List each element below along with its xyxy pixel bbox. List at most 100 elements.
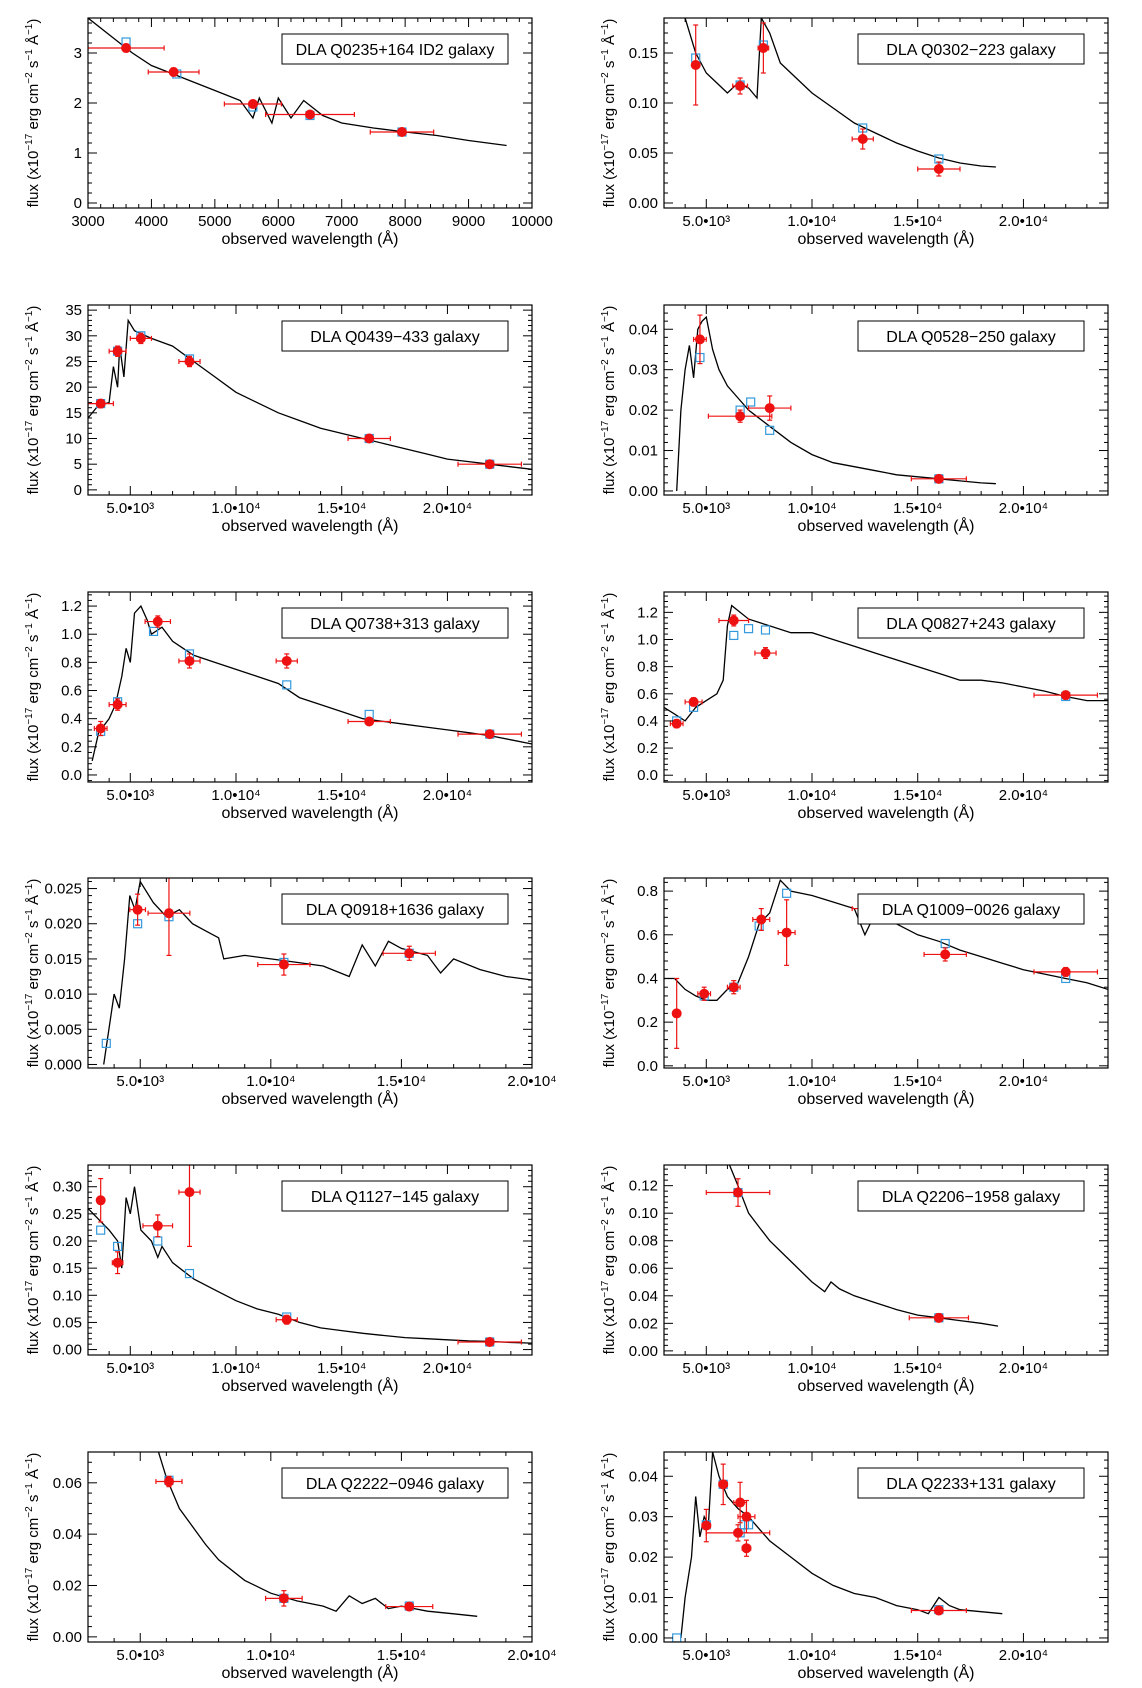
y-axis-label-part: flux (x10 [601,1011,618,1068]
y-axis-label-part: erg cm [25,1518,42,1568]
x-tick-label: 1.0•10⁴ [211,500,260,517]
y-tick-label: 0.2 [61,739,82,756]
chart-title: DLA Q0528−250 galaxy [886,329,1055,346]
y-tick-label: 0.6 [637,927,658,944]
x-tick-label: 5.0•10³ [682,1360,730,1377]
observed-point [1060,966,1071,977]
y-axis-label-superscript: −1 [600,597,611,609]
y-axis-label-superscript: −1 [600,1483,611,1495]
y-tick-label: 0.02 [629,1315,658,1332]
y-axis-label-part: ) [601,593,618,598]
observed-point [404,948,415,959]
y-axis-label-part: s [601,635,618,647]
x-tick-label: 5.0•10³ [116,1073,164,1090]
y-tick-label: 3 [74,45,82,62]
y-tick-label: 0.4 [637,713,658,730]
observed-point [857,134,868,144]
y-axis-label-superscript: −1 [24,49,35,61]
observed-point [364,716,375,727]
y-tick-label: 0.010 [44,986,82,1003]
x-tick-label: 1.0•10⁴ [246,1073,295,1090]
y-tick-label: 0.15 [629,45,658,62]
y-tick-label: 1.2 [637,604,658,621]
observed-point [688,696,699,707]
x-axis-label: observed wavelength (Å) [798,229,975,248]
y-tick-label: 0 [74,482,82,499]
model-point [148,626,159,637]
y-tick-label: 0 [74,195,82,212]
chart-panel: 3000 4000 5000 6000 7000 8000 9000 10000 0 1 2 3 obs… [24,17,553,248]
title-box [857,1467,1085,1499]
observed-point [671,718,682,729]
chart-panel: 5.0•10³ 1.0•10⁴ 1.5•10⁴ 2.0•10⁴ 0.00 0.01 0.02… [600,304,1109,535]
x-tick-label: 5.0•10³ [682,787,730,804]
y-axis-label-part: Å [25,895,42,909]
x-tick-label: 2.0•10⁴ [999,213,1048,230]
y-axis-label-part: ) [25,306,42,311]
chart-title: DLA Q2206−1958 galaxy [882,1189,1060,1206]
y-axis-label-superscript: −1 [24,23,35,35]
plot-frame [663,304,1109,496]
x-tick-label: 1.0•10⁴ [246,1647,295,1664]
y-tick-label: 0.025 [44,881,82,898]
model-sed-line [676,315,996,492]
y-axis-label-part: ) [601,1166,618,1171]
observed-point [112,346,123,357]
model-sed-line [88,318,532,470]
observed-point [112,699,123,710]
plot-frame [87,304,533,496]
title-box [857,1180,1085,1212]
y-axis-label-superscript: −1 [24,1196,35,1208]
y-axis-label-superscript: −1 [600,1457,611,1469]
chart-panel: 5.0•10³ 1.0•10⁴ 1.5•10⁴ 2.0•10⁴ 0.00 0.02 0.04… [600,1164,1109,1395]
y-tick-label: 0.00 [53,1342,82,1359]
x-axis-label: observed wavelength (Å) [222,229,399,248]
y-tick-label: 0.01 [629,443,658,460]
y-axis-label-superscript: −17 [600,1567,611,1584]
y-tick-label: 0.02 [53,1578,82,1595]
model-point [184,1268,195,1279]
chart-panel: 5.0•10³ 1.0•10⁴ 1.5•10⁴ 2.0•10⁴ 0 5 10 15 20 25 30… [24,302,533,535]
y-axis-label-superscript: −2 [24,72,35,84]
y-axis-label-superscript: −17 [24,707,35,724]
y-tick-label: 0.8 [61,654,82,671]
y-axis-label-part: Å [601,322,618,336]
model-sed-line [88,18,507,147]
x-tick-label: 2.0•10⁴ [999,787,1048,804]
y-axis-label-part: erg cm [25,371,42,421]
y-axis-label-part: flux (x10 [601,151,618,208]
model-point [765,425,775,435]
y-tick-label: 0.00 [629,483,658,500]
observed-point [112,1257,123,1268]
y-axis-label: flux (x10−17 erg cm−2 s−1 Å−1) [600,19,618,208]
observed-point [278,959,289,970]
y-tick-label: 0.015 [44,951,82,968]
x-axis-label: observed wavelength (Å) [798,1376,975,1395]
y-tick-label: 30 [65,328,82,345]
model-point [746,397,756,407]
plot-frame [663,877,1109,1069]
y-tick-label: 0.10 [629,1205,658,1222]
observed-point [933,1312,944,1323]
chart-title: DLA Q0235+164 ID2 galaxy [296,42,495,59]
observed-point [364,433,375,444]
y-axis-label: flux (x10−17 erg cm−2 s−1 Å−1) [24,1166,42,1355]
observed-point [484,729,495,740]
observed-point [758,43,769,53]
title-box [281,320,509,352]
chart-title: DLA Q2222−0946 galaxy [306,1476,484,1493]
y-axis-label-part: Å [601,1182,618,1196]
y-tick-label: 0.04 [53,1526,82,1543]
chart-title: DLA Q1009−0026 galaxy [882,902,1060,919]
x-axis-label: observed wavelength (Å) [798,1663,975,1682]
model-sed-line [680,1452,1003,1639]
y-tick-label: 0.03 [629,362,658,379]
x-tick-label: 5.0•10³ [106,1360,154,1377]
x-tick-label: 1.5•10⁴ [377,1647,426,1664]
y-tick-label: 0.08 [629,1233,658,1250]
chart-title: DLA Q0738+313 galaxy [310,616,479,633]
chart-panel: 5.0•10³ 1.0•10⁴ 1.5•10⁴ 2.0•10⁴ 0.00 0.02 0.04… [24,1451,557,1682]
y-axis-label-superscript: −1 [24,1457,35,1469]
chart-title: DLA Q0439−433 galaxy [310,329,479,346]
y-axis-label: flux (x10−17 erg cm−2 s−1 Å−1) [600,1453,618,1642]
